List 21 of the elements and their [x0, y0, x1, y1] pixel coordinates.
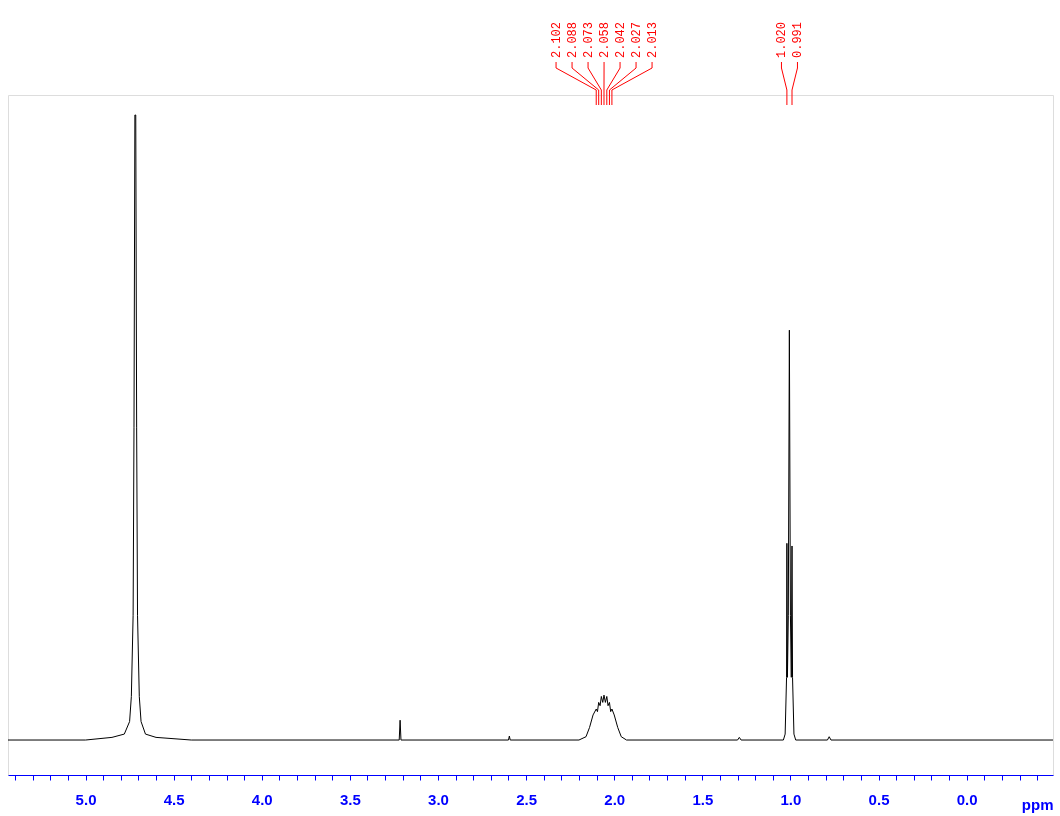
annotation: 2.088 — [566, 21, 581, 58]
x-tick-label: 1.5 — [692, 790, 714, 808]
x-tick-label: 3.0 — [428, 790, 449, 808]
annotation: 2.073 — [582, 21, 597, 58]
x-tick-label: 1.0 — [780, 790, 802, 808]
annotation: 1.020 — [775, 21, 790, 58]
annotation: 2.027 — [630, 21, 645, 58]
x-tick-label: 0.5 — [868, 790, 890, 808]
x-tick-label: 2.0 — [604, 790, 626, 808]
annotation: 0.991 — [791, 21, 806, 58]
annotation: 2.042 — [614, 21, 629, 58]
x-axis-title: ppm — [1021, 795, 1054, 813]
x-tick-label: 2.5 — [516, 790, 538, 808]
x-tick-label: 4.0 — [251, 790, 273, 808]
annotation: 2.013 — [646, 21, 661, 58]
annotation: 2.102 — [550, 21, 565, 58]
x-tick-label: 5.0 — [75, 790, 97, 808]
x-tick-label: 0.0 — [956, 790, 978, 808]
x-tick-label: 4.5 — [163, 790, 185, 808]
x-tick-label: 3.5 — [339, 790, 361, 808]
annotation: 2.058 — [598, 21, 613, 58]
